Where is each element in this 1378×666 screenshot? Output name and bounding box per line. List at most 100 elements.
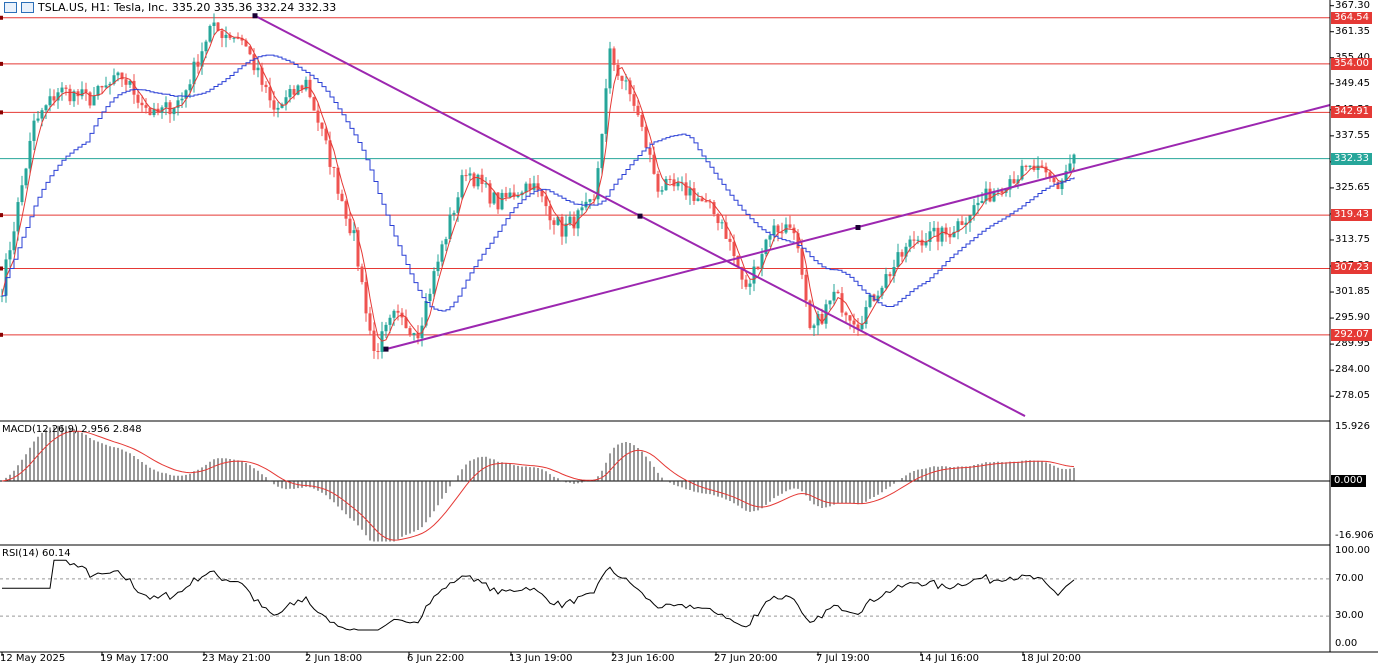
candle-body — [16, 202, 20, 232]
candle-body — [620, 75, 624, 81]
candle-body — [312, 97, 316, 111]
slow-ma-line — [2, 54, 1075, 312]
price-tick-label: 325.65 — [1335, 181, 1370, 193]
candle-body — [0, 295, 4, 297]
candle-body — [900, 252, 904, 257]
candle-body — [268, 87, 272, 101]
candle-body — [444, 239, 448, 245]
candle-body — [112, 75, 116, 84]
candle-body — [1008, 179, 1012, 190]
macd-signal-line — [1, 430, 1075, 541]
candle-body — [8, 250, 12, 260]
candle-body — [68, 88, 72, 102]
candle-body — [120, 72, 124, 80]
candle-body — [816, 313, 820, 326]
candle-body — [596, 168, 600, 200]
candle-body — [40, 110, 44, 119]
candle-body — [884, 274, 888, 288]
candle-body — [1016, 179, 1020, 184]
candle-body — [332, 166, 336, 168]
candle-body — [908, 239, 912, 247]
candle-body — [736, 255, 740, 267]
chart-bars-icon[interactable] — [21, 2, 34, 13]
candle-body — [1024, 165, 1028, 167]
level-anchor — [0, 332, 3, 337]
candle-body — [296, 85, 300, 95]
candle-body — [896, 252, 900, 267]
candle-body — [172, 107, 176, 115]
candle-body — [940, 227, 944, 242]
candle-body — [708, 201, 712, 203]
fast-ma-line — [1, 28, 1075, 342]
candle-body — [160, 107, 164, 113]
candle-body — [700, 198, 704, 202]
candle-body — [344, 201, 348, 219]
candle-body — [800, 248, 804, 275]
trendline-handle — [383, 346, 389, 352]
candle-body — [792, 227, 796, 234]
candle-body — [1048, 172, 1052, 178]
candle-body — [580, 207, 584, 211]
candle-body — [1012, 179, 1016, 184]
candle-body — [328, 140, 332, 167]
candle-body — [348, 218, 352, 234]
candle-body — [472, 173, 476, 187]
candle-body — [60, 87, 64, 93]
candle-body — [848, 315, 852, 321]
macd-zero-badge: 0.000 — [1331, 475, 1366, 487]
candle-body — [676, 182, 680, 187]
candle-body — [20, 185, 24, 203]
candle-body — [556, 216, 560, 225]
level-price-badge: 292.07 — [1331, 328, 1372, 341]
candle-body — [396, 310, 400, 313]
candle-body — [464, 175, 468, 177]
candle-body — [428, 293, 432, 301]
candle-body — [184, 90, 188, 99]
candle-body — [772, 225, 776, 236]
candle-body — [196, 61, 200, 67]
company-label: Tesla, Inc. — [113, 1, 168, 14]
candle-body — [76, 91, 80, 97]
candle-body — [648, 147, 652, 155]
candle-body — [36, 118, 40, 121]
candle-body — [384, 324, 388, 332]
candle-body — [744, 279, 748, 287]
candle-body — [508, 192, 512, 198]
candle-body — [88, 92, 92, 106]
candle-body — [720, 222, 724, 224]
candle-body — [964, 222, 968, 225]
candle-body — [812, 325, 816, 328]
candle-body — [152, 108, 156, 116]
candle-body — [972, 205, 976, 216]
candle-body — [672, 179, 676, 187]
candle-body — [104, 85, 108, 88]
time-axis-label: 12 May 2025 — [0, 653, 66, 664]
candle-body — [932, 227, 936, 232]
level-anchor — [0, 61, 3, 66]
chart-window-icon[interactable] — [4, 2, 17, 13]
candle-body — [868, 294, 872, 308]
candle-body — [836, 291, 840, 294]
candle-body — [692, 188, 696, 201]
candle-body — [224, 34, 228, 39]
candle-body — [664, 178, 668, 191]
candle-body — [324, 128, 328, 141]
rsi-line — [2, 559, 1075, 631]
candle-body — [276, 107, 280, 110]
level-price-badge: 354.00 — [1331, 57, 1372, 70]
candle-body — [704, 201, 708, 203]
candle-body — [796, 233, 800, 249]
candle-body — [260, 67, 264, 85]
candle-body — [188, 84, 192, 91]
candle-body — [440, 244, 444, 262]
candle-body — [808, 300, 812, 328]
candle-body — [944, 227, 948, 235]
candle-body — [540, 190, 544, 197]
candle-body — [1060, 180, 1064, 190]
candle-body — [452, 212, 456, 215]
ohlc-values: 335.20 335.36 332.24 332.33 — [171, 1, 337, 14]
chart-header: TSLA.US, H1: Tesla, Inc. 335.20 335.36 3… — [4, 1, 336, 14]
candle-body — [936, 227, 940, 242]
candle-body — [532, 183, 536, 190]
